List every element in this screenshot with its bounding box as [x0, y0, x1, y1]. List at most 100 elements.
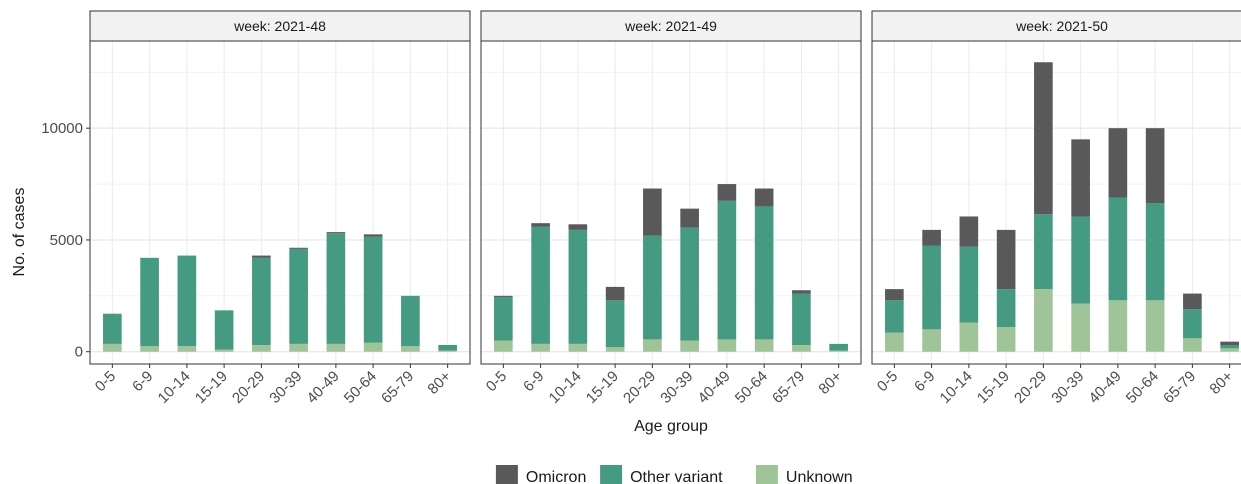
x-tick-label: 6-9 — [911, 368, 938, 395]
bar-unknown-40-49 — [717, 339, 737, 352]
x-tick-label: 20-29 — [229, 368, 268, 407]
x-tick-label: 80+ — [1206, 368, 1236, 398]
x-tick-label: 6-9 — [129, 368, 156, 395]
bar-omicron-20-29 — [252, 255, 271, 258]
bar-other-variant-6-9 — [140, 257, 159, 347]
x-tick-label: 40-49 — [304, 368, 343, 407]
bar-unknown-65-79 — [1183, 338, 1202, 352]
bar-omicron-50-64 — [363, 234, 383, 237]
panel-strip-label: week: 2021-48 — [233, 18, 326, 34]
bar-unknown-0-5 — [494, 340, 513, 352]
bar-omicron-50-64 — [1145, 128, 1165, 204]
bar-other-variant-80+ — [1220, 345, 1239, 349]
bar-other-variant-0-5 — [103, 313, 122, 344]
bar-other-variant-65-79 — [1183, 309, 1202, 339]
panel-strip-label: week: 2021-49 — [624, 18, 717, 34]
x-tick-label: 40-49 — [1086, 368, 1125, 407]
x-tick-label: 65-79 — [1160, 368, 1199, 407]
bar-other-variant-20-29 — [1034, 214, 1053, 290]
bar-unknown-65-79 — [792, 345, 811, 352]
bar-omicron-15-19 — [996, 229, 1016, 290]
bar-omicron-0-5 — [885, 289, 904, 301]
bar-other-variant-10-14 — [568, 229, 588, 344]
bar-other-variant-0-5 — [494, 296, 513, 341]
bar-unknown-50-64 — [363, 342, 383, 352]
bar-omicron-20-29 — [1034, 62, 1053, 215]
x-axis-title: Age group — [634, 418, 708, 435]
x-tick-label: 80+ — [424, 368, 454, 398]
x-tick-label: 20-29 — [620, 368, 659, 407]
bar-other-variant-6-9 — [531, 226, 550, 344]
x-tick-label: 10-14 — [937, 368, 976, 407]
bar-unknown-50-64 — [1145, 300, 1165, 352]
bar-omicron-40-49 — [326, 232, 346, 234]
bar-unknown-20-29 — [643, 339, 662, 352]
bar-unknown-6-9 — [140, 346, 159, 352]
bar-unknown-15-19 — [605, 347, 625, 352]
bar-omicron-50-64 — [754, 188, 774, 207]
panel-strip-label: week: 2021-50 — [1015, 18, 1108, 34]
bar-unknown-30-39 — [680, 340, 699, 352]
bar-unknown-0-5 — [885, 332, 904, 352]
bar-other-variant-65-79 — [401, 295, 420, 347]
bar-other-variant-15-19 — [214, 310, 234, 350]
legend: Omicron Other variant Unknown — [495, 465, 853, 484]
bar-other-variant-80+ — [829, 343, 848, 351]
x-tick-label: 30-39 — [266, 368, 305, 407]
bar-other-variant-0-5 — [885, 300, 904, 333]
bar-unknown-20-29 — [1034, 289, 1053, 352]
y-tick-label: 0 — [75, 344, 83, 361]
x-tick-label: 30-39 — [657, 368, 696, 407]
panel-3: week: 2021-50 — [871, 10, 1241, 365]
panels-layer: week: 2021-48 week: 2021-49 week: 2021-50 — [89, 10, 1241, 365]
bar-unknown-6-9 — [531, 343, 550, 352]
bar-unknown-40-49 — [326, 343, 346, 352]
bar-omicron-0-5 — [494, 295, 513, 297]
bar-omicron-40-49 — [717, 184, 737, 201]
legend-label-omicron: Omicron — [526, 469, 586, 484]
bar-other-variant-30-39 — [680, 227, 699, 341]
bar-other-variant-50-64 — [1145, 203, 1165, 301]
bar-other-variant-80+ — [438, 345, 457, 351]
bar-other-variant-15-19 — [996, 289, 1016, 328]
bar-other-variant-30-39 — [1071, 216, 1090, 304]
y-axis-title: No. of cases — [11, 188, 28, 277]
bar-omicron-15-19 — [605, 286, 625, 301]
x-tick-label: 50-64 — [1123, 368, 1162, 407]
x-tick-label: 15-19 — [192, 368, 231, 407]
bar-omicron-30-39 — [680, 208, 699, 228]
bar-unknown-6-9 — [922, 329, 941, 352]
x-tick-label: 40-49 — [695, 368, 734, 407]
bar-unknown-15-19 — [214, 349, 234, 352]
bar-unknown-30-39 — [1071, 303, 1090, 352]
bar-omicron-80+ — [1220, 341, 1239, 345]
panel-strip — [871, 10, 1241, 42]
bar-other-variant-10-14 — [177, 255, 197, 347]
legend-swatch-other-variant — [600, 465, 623, 484]
legend-swatch-omicron — [495, 465, 518, 484]
bar-unknown-10-14 — [177, 346, 197, 352]
bar-other-variant-50-64 — [754, 206, 774, 340]
panel-1: week: 2021-48 — [89, 10, 471, 365]
x-tick-label: 50-64 — [341, 368, 380, 407]
bar-unknown-80+ — [1220, 348, 1239, 352]
bar-other-variant-20-29 — [252, 257, 271, 345]
bar-omicron-6-9 — [531, 223, 550, 227]
bar-omicron-20-29 — [643, 188, 662, 236]
bar-other-variant-40-49 — [326, 233, 346, 344]
bar-unknown-65-79 — [401, 346, 420, 352]
bar-other-variant-15-19 — [605, 300, 625, 348]
bar-other-variant-6-9 — [922, 245, 941, 330]
bar-omicron-10-14 — [959, 216, 979, 247]
x-axis: 0-5 6-910-1415-1920-2930-3940-4950-6465-7… — [92, 364, 1237, 407]
bar-omicron-10-14 — [568, 224, 588, 230]
bar-unknown-80+ — [829, 350, 848, 352]
bar-other-variant-20-29 — [643, 235, 662, 340]
x-tick-label: 10-14 — [155, 368, 194, 407]
legend-label-other-variant: Other variant — [630, 469, 723, 484]
bar-other-variant-10-14 — [959, 246, 979, 323]
x-tick-label: 10-14 — [546, 368, 585, 407]
x-tick-label: 65-79 — [769, 368, 808, 407]
bar-omicron-40-49 — [1108, 128, 1128, 198]
